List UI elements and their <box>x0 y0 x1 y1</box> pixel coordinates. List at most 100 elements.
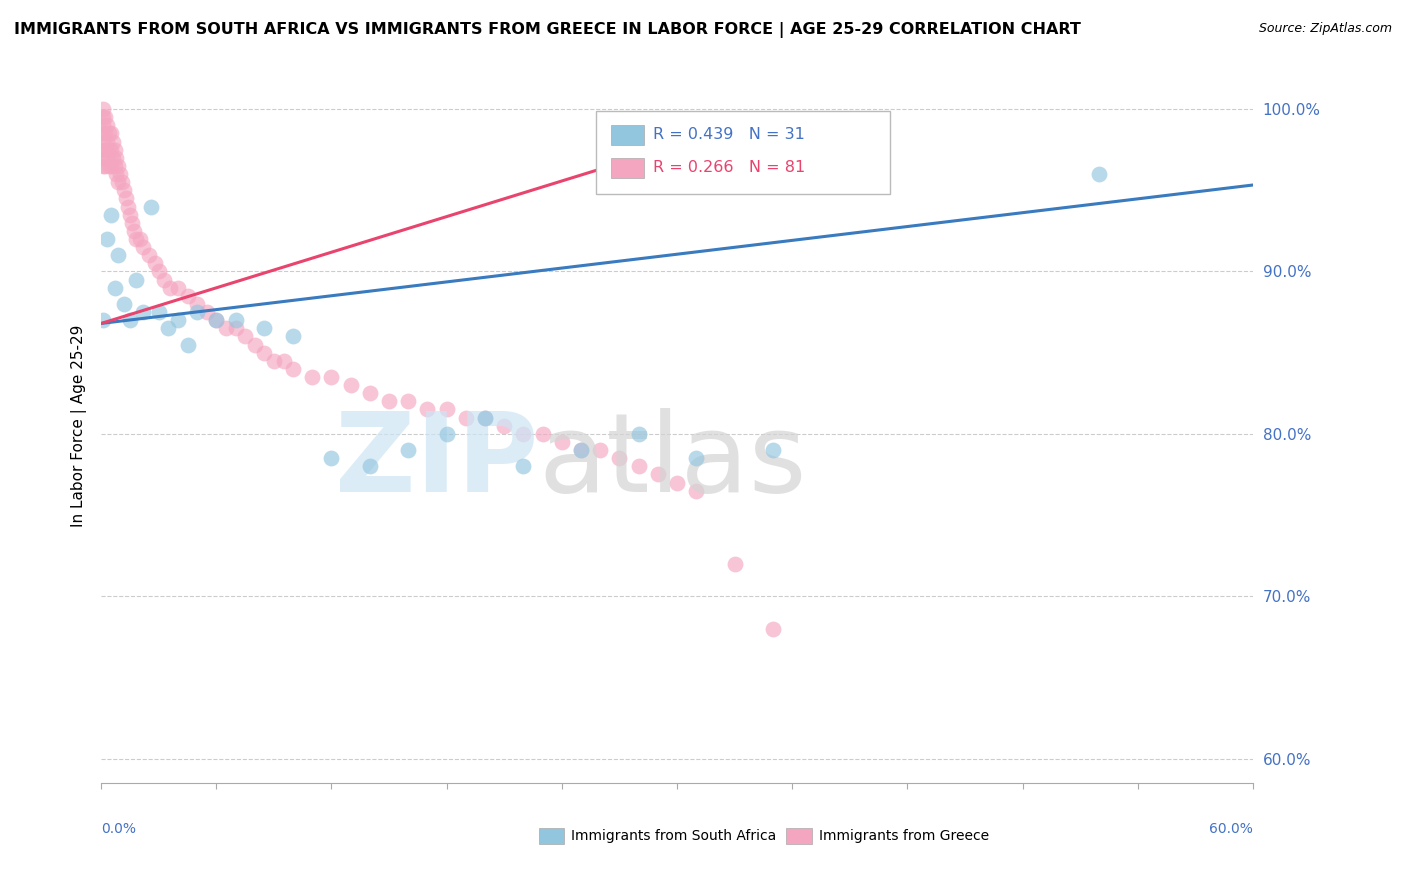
Point <box>101 151 124 165</box>
Point <box>225 321 247 335</box>
Point <box>96 135 118 149</box>
FancyBboxPatch shape <box>612 158 644 178</box>
Point <box>112 183 135 197</box>
Point <box>110 167 132 181</box>
Point <box>569 443 592 458</box>
Point <box>436 426 458 441</box>
Point <box>301 370 323 384</box>
Point <box>96 232 118 246</box>
Point <box>105 151 128 165</box>
Point <box>281 362 304 376</box>
Point <box>138 248 160 262</box>
Point <box>186 297 208 311</box>
Point <box>205 313 228 327</box>
Point <box>396 394 419 409</box>
Point <box>243 337 266 351</box>
Point <box>132 305 155 319</box>
Point <box>100 159 122 173</box>
Point <box>215 321 238 335</box>
Text: 0.0%: 0.0% <box>101 822 136 836</box>
Point <box>91 102 114 116</box>
Point <box>94 127 117 141</box>
Point <box>100 127 122 141</box>
Point <box>94 110 117 124</box>
Point <box>724 557 747 571</box>
Point <box>107 159 129 173</box>
Point <box>148 305 170 319</box>
Point <box>627 426 650 441</box>
Point <box>378 394 401 409</box>
Point <box>112 297 135 311</box>
Point <box>94 143 117 157</box>
Point <box>225 313 247 327</box>
Point <box>91 159 114 173</box>
Point <box>494 418 516 433</box>
Text: Immigrants from South Africa: Immigrants from South Africa <box>571 829 776 843</box>
Point <box>118 313 141 327</box>
Point <box>153 272 176 286</box>
Text: R = 0.439   N = 31: R = 0.439 N = 31 <box>652 128 804 143</box>
Point <box>167 281 190 295</box>
Point <box>609 451 631 466</box>
Point <box>474 410 496 425</box>
Point <box>115 191 138 205</box>
Point <box>551 434 574 449</box>
Text: atlas: atlas <box>538 408 807 515</box>
Point <box>117 200 139 214</box>
Point <box>1088 167 1111 181</box>
Point <box>139 200 162 214</box>
Point <box>91 135 114 149</box>
Point <box>589 443 612 458</box>
Point <box>512 426 534 441</box>
Point <box>107 248 129 262</box>
Point <box>100 208 122 222</box>
Text: 60.0%: 60.0% <box>1209 822 1253 836</box>
Point <box>159 281 181 295</box>
Point <box>176 337 198 351</box>
Point <box>96 119 118 133</box>
Point <box>273 353 295 368</box>
Point <box>97 127 120 141</box>
Point <box>125 232 148 246</box>
FancyBboxPatch shape <box>596 112 890 194</box>
Text: R = 0.266   N = 81: R = 0.266 N = 81 <box>652 161 806 176</box>
Point <box>647 467 669 482</box>
Point <box>281 329 304 343</box>
Point <box>105 167 128 181</box>
Point <box>396 443 419 458</box>
Y-axis label: In Labor Force | Age 25-29: In Labor Force | Age 25-29 <box>72 325 87 527</box>
Point <box>253 345 276 359</box>
Point <box>531 426 554 441</box>
Point <box>569 443 592 458</box>
Point <box>91 119 114 133</box>
Point <box>91 313 114 327</box>
Point <box>103 143 125 157</box>
Text: ZIP: ZIP <box>336 408 538 515</box>
Point <box>474 410 496 425</box>
Point <box>107 175 129 189</box>
Point <box>101 135 124 149</box>
Point <box>91 127 114 141</box>
Point <box>125 272 148 286</box>
Point <box>186 305 208 319</box>
Point <box>91 110 114 124</box>
FancyBboxPatch shape <box>538 828 564 844</box>
Point <box>91 143 114 157</box>
Point <box>321 451 343 466</box>
Point <box>100 143 122 157</box>
Point <box>762 622 785 636</box>
Point <box>157 321 180 335</box>
Point <box>436 402 458 417</box>
Text: Immigrants from Greece: Immigrants from Greece <box>818 829 988 843</box>
Point <box>685 483 707 498</box>
Point <box>762 443 785 458</box>
Point <box>685 451 707 466</box>
Point <box>339 378 361 392</box>
Point <box>321 370 343 384</box>
Point <box>148 264 170 278</box>
Point <box>512 459 534 474</box>
Point <box>627 459 650 474</box>
Point <box>128 232 150 246</box>
Point <box>94 159 117 173</box>
Point <box>167 313 190 327</box>
